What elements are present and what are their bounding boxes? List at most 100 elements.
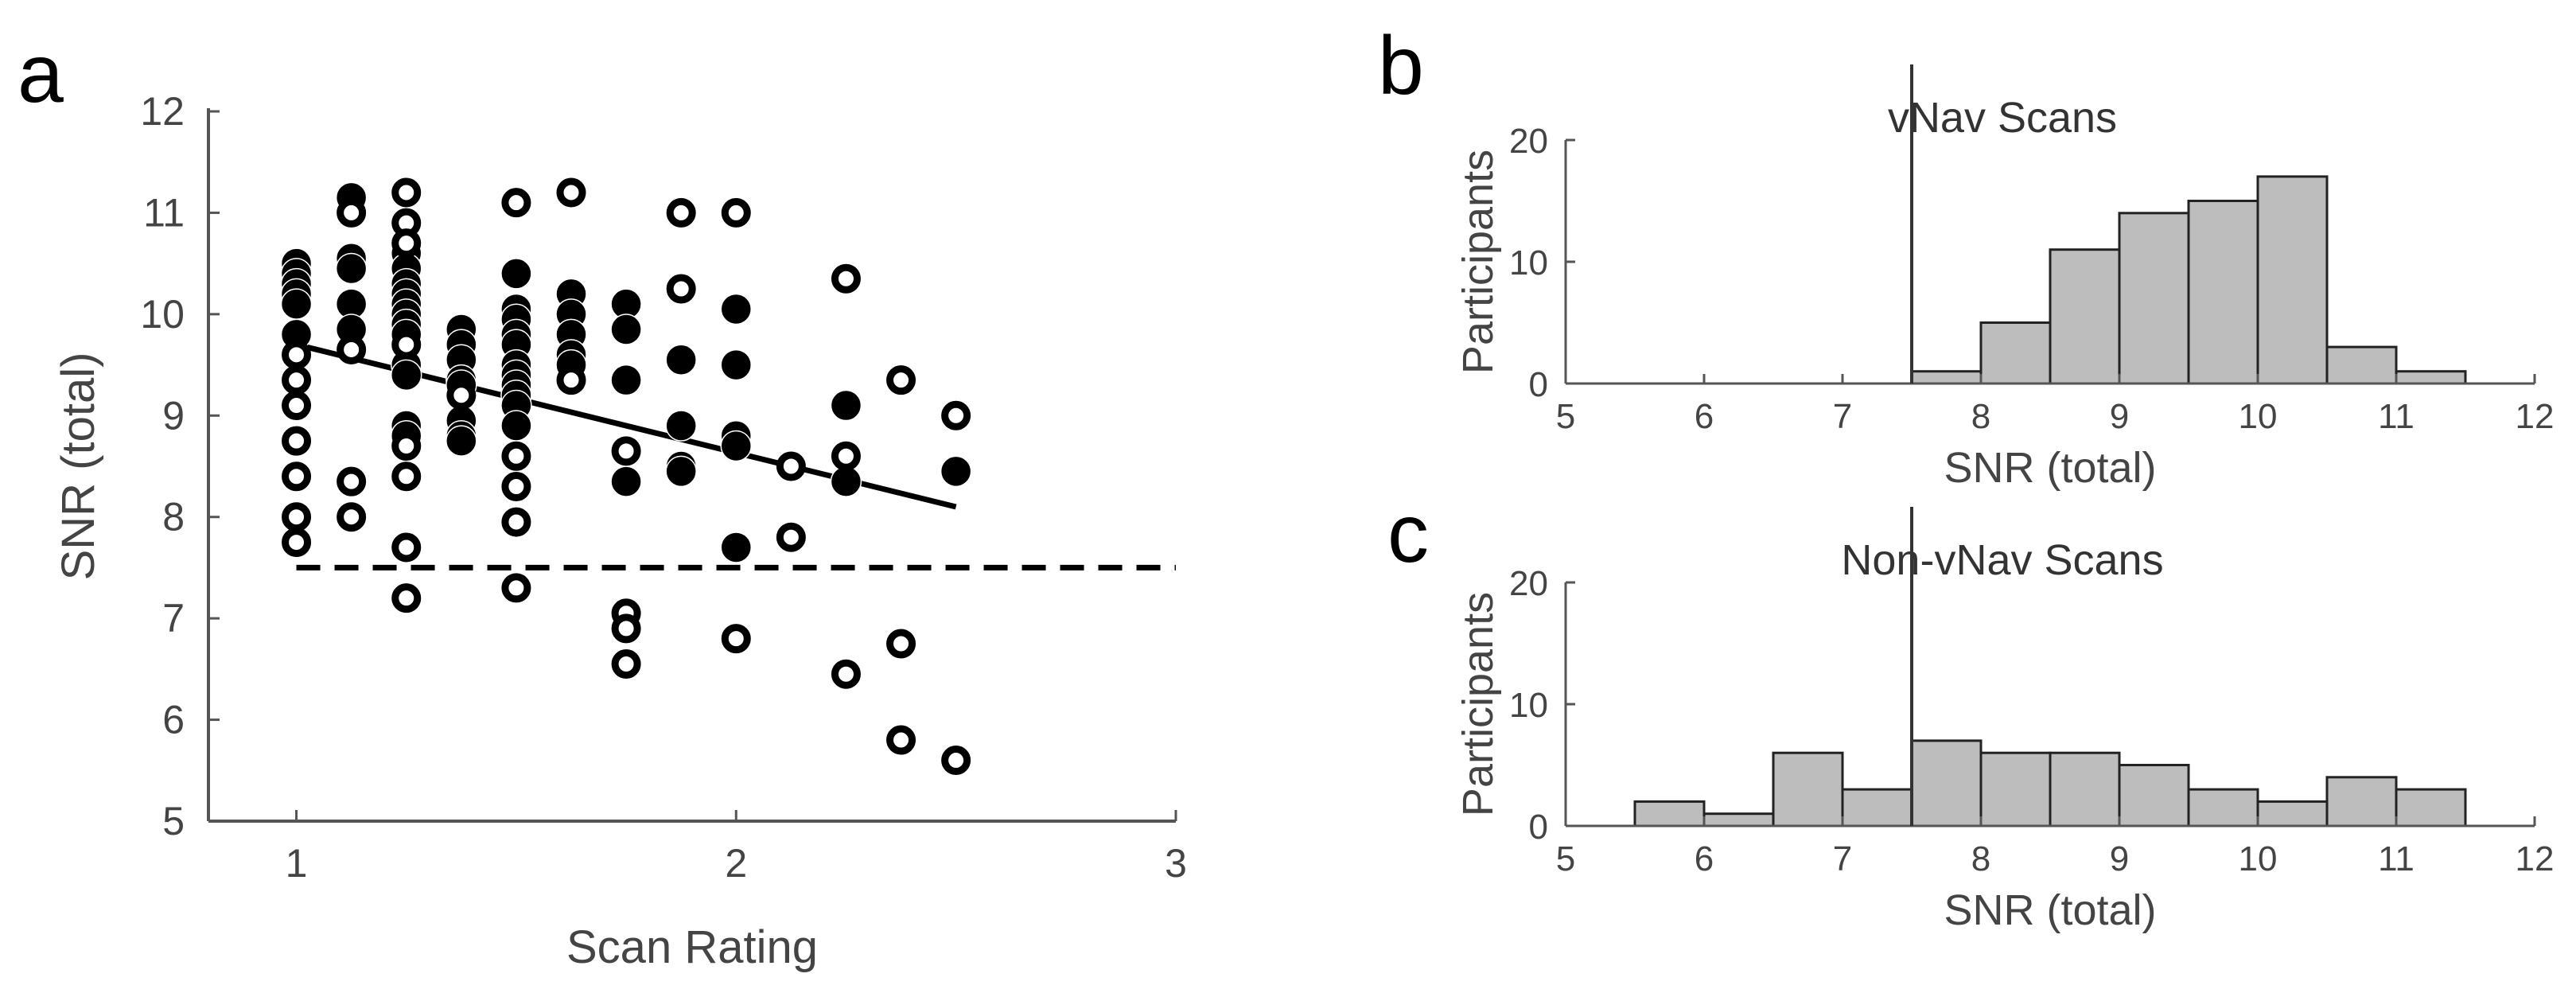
data-point-vnav	[720, 532, 753, 563]
data-point-non-vnav	[391, 461, 422, 492]
data-point-vnav	[830, 389, 862, 422]
x-axis-label: Scan Rating	[566, 921, 818, 973]
data-point-non-vnav	[337, 334, 367, 364]
y-axis-label: Participants	[1454, 592, 1502, 816]
y-tick-label: 0	[1529, 808, 1548, 847]
y-tick-label: 10	[140, 292, 185, 337]
data-point-non-vnav	[666, 197, 696, 228]
y-tick-label: 12	[140, 89, 185, 134]
data-point-vnav	[665, 455, 697, 488]
data-point-non-vnav	[337, 197, 367, 228]
y-tick-label: 11	[143, 190, 185, 235]
data-point-non-vnav	[556, 365, 586, 395]
y-tick-label: 6	[162, 698, 185, 742]
data-point-non-vnav	[776, 451, 806, 481]
x-tick-label: 12	[2516, 397, 2555, 436]
data-point-non-vnav	[831, 441, 861, 471]
histogram-bar	[1702, 812, 1775, 828]
data-point-vnav	[610, 313, 642, 345]
y-tick-label: 20	[1509, 122, 1548, 161]
data-point-non-vnav	[391, 583, 422, 613]
x-tick-label: 5	[1556, 839, 1575, 878]
x-tick-label: 11	[2378, 839, 2415, 878]
data-point-vnav	[720, 430, 753, 462]
data-point-non-vnav	[721, 197, 751, 228]
x-tick-label: 11	[2378, 397, 2415, 436]
data-point-vnav	[280, 288, 313, 320]
x-axis-label: SNR (total)	[1944, 886, 2156, 934]
data-point-non-vnav	[831, 263, 861, 294]
data-point-non-vnav	[721, 624, 751, 654]
data-point-non-vnav	[611, 648, 641, 679]
data-point-vnav	[720, 293, 753, 325]
data-point-non-vnav	[501, 188, 531, 218]
histogram-bar	[2118, 212, 2190, 385]
x-tick-label: 7	[1833, 397, 1852, 436]
data-point-vnav	[830, 465, 862, 497]
histogram-bar	[2118, 764, 2190, 828]
histogram-bar	[2187, 200, 2259, 385]
data-point-vnav	[500, 258, 532, 290]
data-point-non-vnav	[501, 573, 531, 603]
data-point-vnav	[665, 344, 697, 376]
data-point-vnav	[610, 364, 642, 396]
data-point-vnav	[390, 359, 422, 391]
y-tick-label: 9	[162, 393, 185, 438]
histogram-bar	[1910, 739, 1983, 828]
data-point-non-vnav	[556, 177, 586, 208]
data-point-non-vnav	[391, 329, 422, 360]
data-point-vnav	[335, 252, 368, 285]
x-tick-label: 6	[1695, 839, 1714, 878]
data-point-non-vnav	[831, 659, 861, 689]
data-point-non-vnav	[282, 502, 312, 532]
histogram-bar	[2395, 788, 2467, 828]
y-tick-label: 8	[162, 495, 185, 539]
x-tick-label: 2	[725, 841, 747, 886]
x-tick-label: 8	[1971, 839, 1990, 878]
data-point-non-vnav	[391, 532, 422, 563]
histogram-bar	[2049, 248, 2121, 385]
data-point-non-vnav	[282, 391, 312, 421]
x-tick-label: 10	[2239, 839, 2278, 878]
data-point-non-vnav	[501, 441, 531, 471]
x-tick-label: 3	[1165, 841, 1187, 886]
y-tick-label: 10	[1509, 686, 1548, 725]
data-point-non-vnav	[611, 613, 641, 644]
data-point-vnav	[720, 349, 753, 381]
data-point-non-vnav	[941, 400, 971, 430]
chart-title: vNav Scans	[1888, 94, 2117, 142]
x-tick-label: 10	[2239, 397, 2278, 436]
data-point-non-vnav	[282, 340, 312, 370]
data-point-non-vnav	[282, 365, 312, 395]
data-point-non-vnav	[501, 507, 531, 537]
histogram-bar	[2325, 776, 2398, 828]
panel-letter-a: a	[18, 28, 64, 120]
data-point-vnav	[940, 455, 972, 488]
y-tick-label: 10	[1509, 243, 1548, 282]
histogram-non-vnav: Non-vNav Scans 0 10 20 5 6 7 8 9 10 11 12 SNR (total…	[1454, 507, 2554, 934]
data-point-non-vnav	[391, 177, 422, 208]
x-tick-label: 5	[1556, 397, 1575, 436]
data-point-non-vnav	[886, 365, 916, 395]
histogram-bar	[1841, 788, 1913, 828]
x-tick-label: 9	[2110, 397, 2129, 436]
panel-letter-c: c	[1387, 488, 1429, 580]
data-point-non-vnav	[282, 528, 312, 558]
data-point-non-vnav	[446, 380, 477, 411]
histogram-vnav: vNav Scans 0 10 20 5 6 7 8 9 10 11 12 SNR (total) Par…	[1454, 64, 2554, 492]
y-tick-label: 20	[1509, 564, 1548, 603]
data-point-non-vnav	[666, 274, 696, 304]
histogram-bar	[2395, 370, 2467, 385]
panel-letter-b: b	[1378, 20, 1424, 112]
x-tick-label: 9	[2110, 839, 2129, 878]
data-point-non-vnav	[941, 746, 971, 776]
data-point-vnav	[610, 465, 642, 497]
data-point-vnav	[446, 425, 477, 457]
histogram-bar	[2325, 345, 2398, 385]
data-point-non-vnav	[391, 431, 422, 461]
histogram-bar	[1979, 751, 2052, 828]
y-tick-label: 0	[1529, 365, 1548, 404]
histogram-bar	[1772, 751, 1844, 828]
data-point-non-vnav	[611, 436, 641, 466]
